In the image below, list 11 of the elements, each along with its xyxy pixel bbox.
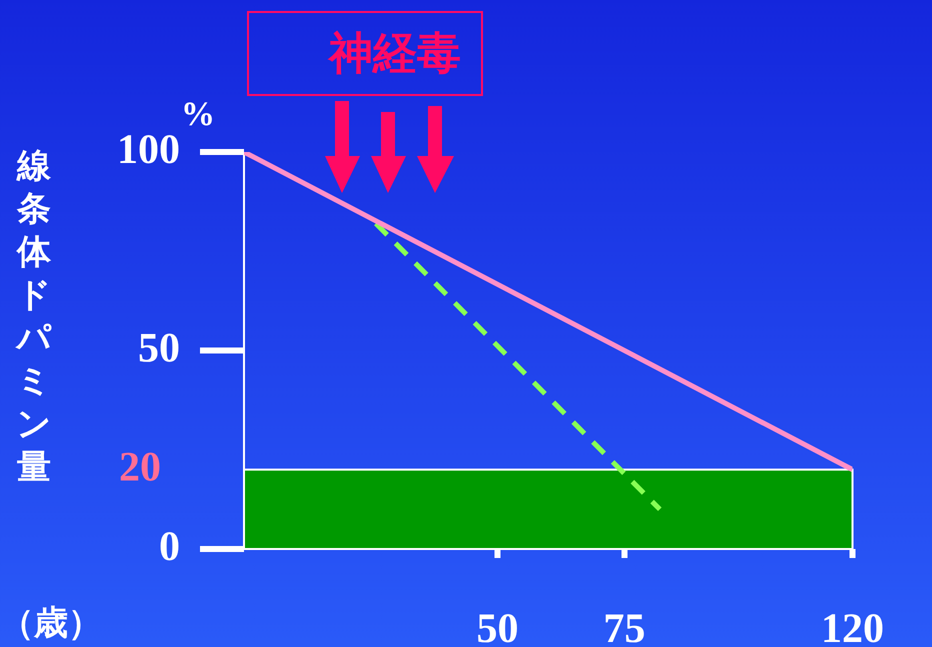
x-tick-label: 75 [603, 606, 646, 647]
y-tick-label: 50 [138, 325, 180, 372]
y-tick-label: 100 [117, 126, 180, 173]
y-tick-label: 0 [159, 524, 180, 570]
y-axis-title: 線条体ドパミン量 [14, 145, 52, 489]
chart-title: 神経毒 [247, 11, 483, 96]
x-tick-label: 50 [476, 606, 519, 647]
x-tick-label: 120 [821, 606, 884, 647]
x-axis-title: （歳） [0, 602, 102, 645]
text: % [181, 96, 215, 134]
band-label: 20 [119, 444, 161, 490]
